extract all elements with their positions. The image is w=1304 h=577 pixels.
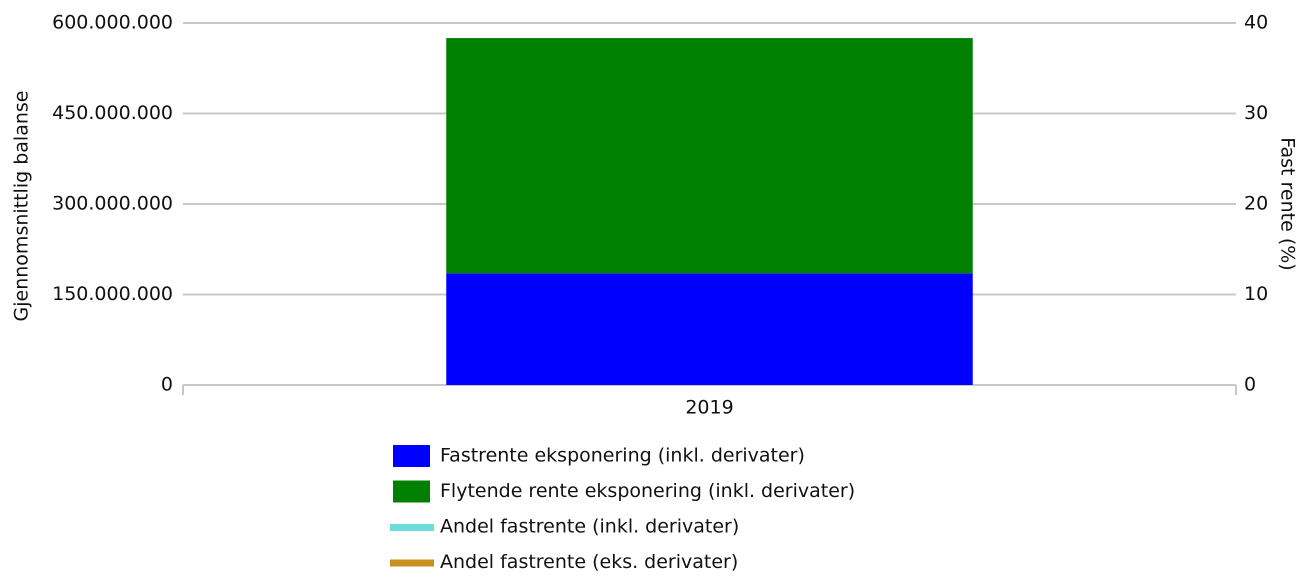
- bar: [446, 38, 973, 274]
- y2-tick-label: 30: [1244, 102, 1268, 124]
- y2-tick-label: 20: [1244, 193, 1268, 215]
- legend-label: Andel fastrente (eks. derivater): [440, 551, 738, 573]
- y2-tick-label: 10: [1244, 283, 1268, 305]
- y2-tick-label: 40: [1244, 12, 1268, 34]
- y-tick-label: 450.000.000: [52, 102, 173, 124]
- y2-tick-label: 0: [1244, 374, 1256, 396]
- y2-axis-label: Fast rente (%): [1277, 137, 1299, 270]
- y-tick-label: 600.000.000: [52, 12, 173, 34]
- legend-swatch: [390, 559, 434, 567]
- legend-label: Fastrente eksponering (inkl. derivater): [440, 445, 805, 467]
- legend-swatch: [393, 480, 430, 503]
- legend-swatch: [390, 524, 434, 531]
- bar: [446, 273, 973, 385]
- legend-label: Andel fastrente (inkl. derivater): [440, 516, 739, 538]
- x-tick-label: 2019: [685, 397, 733, 419]
- y-tick-label: 150.000.000: [52, 283, 173, 305]
- y-axis-label: Gjennomsnittlig balanse: [11, 91, 33, 322]
- y-tick-label: 0: [161, 374, 173, 396]
- y-tick-label: 300.000.000: [52, 193, 173, 215]
- legend-swatch: [393, 445, 430, 467]
- legend-label: Flytende rente eksponering (inkl. deriva…: [440, 480, 855, 502]
